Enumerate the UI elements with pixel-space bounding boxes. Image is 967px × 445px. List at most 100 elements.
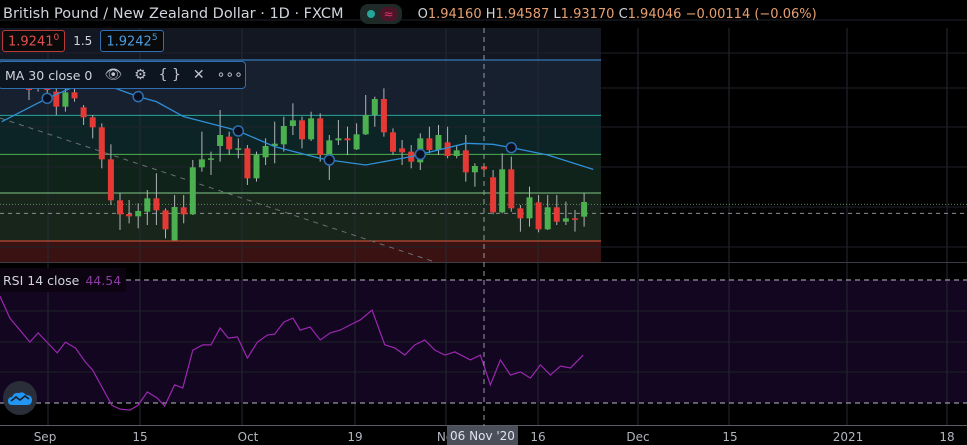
candle-up bbox=[362, 115, 369, 135]
candle-up bbox=[208, 158, 214, 160]
candle-down bbox=[117, 200, 123, 215]
candle-up bbox=[435, 135, 442, 150]
candle-down bbox=[71, 92, 78, 99]
rsi-line bbox=[0, 295, 584, 411]
crosshair-date-label: 06 Nov '20 bbox=[447, 426, 518, 445]
candle-down bbox=[517, 208, 524, 219]
ma-legend-label: MA 30 close 0 bbox=[5, 67, 93, 83]
chart-pane-background bbox=[0, 28, 601, 60]
ohlc-values: O1.94160 H1.94587 L1.93170 C1.94046 −0.0… bbox=[417, 6, 817, 22]
candle-up bbox=[453, 150, 460, 156]
time-label: Sep bbox=[33, 430, 57, 444]
candle-down bbox=[89, 117, 96, 128]
candle-down bbox=[508, 169, 515, 209]
market-open-dot-icon bbox=[366, 10, 375, 18]
ma-marker bbox=[323, 154, 336, 166]
candle-down bbox=[344, 138, 351, 141]
candle-down bbox=[226, 136, 233, 150]
ma-marker bbox=[414, 148, 427, 161]
low-value: 1.93170 bbox=[560, 6, 615, 22]
candle-up bbox=[135, 211, 142, 217]
candle-down bbox=[107, 159, 114, 201]
candle-up bbox=[144, 198, 151, 212]
candle-down bbox=[553, 207, 560, 222]
candle-up bbox=[371, 99, 378, 115]
candle-down bbox=[426, 138, 433, 150]
time-label: 19 bbox=[347, 430, 363, 444]
candle-up bbox=[326, 140, 333, 162]
candle-down bbox=[572, 218, 578, 220]
rsi-legend-value: 44.54 bbox=[85, 272, 122, 288]
rsi-legend-label: RSI 14 close bbox=[3, 272, 80, 288]
candle-up bbox=[198, 159, 205, 168]
candle-down bbox=[126, 214, 133, 217]
candle-down bbox=[53, 91, 60, 107]
ma-legend[interactable]: MA 30 close 0 👁 ⚙ { } ✕ ∘∘∘ bbox=[0, 61, 246, 89]
candle-down bbox=[390, 132, 396, 152]
candle-down bbox=[444, 142, 451, 156]
candle-up bbox=[499, 169, 506, 213]
candle-up bbox=[171, 207, 178, 241]
more-icon[interactable]: ∘∘∘ bbox=[216, 67, 243, 83]
candle-up bbox=[471, 166, 478, 173]
candle-up bbox=[189, 167, 196, 215]
candle-down bbox=[490, 177, 497, 213]
candle-down bbox=[244, 148, 251, 179]
ma-marker bbox=[232, 125, 245, 137]
symbol-title[interactable]: British Pound / New Zealand Dollar · 1D … bbox=[3, 6, 344, 22]
candle-up bbox=[280, 126, 287, 145]
candle-up bbox=[217, 135, 224, 146]
market-status[interactable]: ≈ bbox=[359, 4, 402, 24]
candle-up bbox=[271, 143, 278, 146]
candle-up bbox=[62, 92, 69, 107]
level-band bbox=[0, 241, 601, 262]
candle-up bbox=[253, 155, 260, 179]
gear-icon[interactable]: ⚙ bbox=[134, 67, 147, 83]
sell-button[interactable]: 1.92410 bbox=[2, 30, 66, 53]
candle-up bbox=[262, 146, 269, 158]
spread-value: 1.5 bbox=[73, 34, 93, 49]
candle-up bbox=[235, 148, 242, 150]
candle-up bbox=[353, 134, 360, 150]
tradingview-logo-icon[interactable] bbox=[3, 381, 37, 415]
candle-up bbox=[562, 218, 569, 222]
ma-marker bbox=[132, 90, 144, 103]
candle-down bbox=[535, 202, 542, 230]
ma-marker bbox=[41, 92, 53, 105]
open-value: 1.94160 bbox=[427, 6, 482, 22]
candle-down bbox=[317, 118, 324, 155]
candle-up bbox=[526, 197, 533, 219]
candle-up bbox=[335, 138, 342, 141]
close-icon[interactable]: ✕ bbox=[192, 67, 205, 83]
candle-down bbox=[399, 148, 406, 153]
buy-button[interactable]: 1.92425 bbox=[100, 30, 164, 53]
quote-panel: 1.92410 1.5 1.92425 bbox=[2, 30, 164, 53]
braces-icon[interactable]: { } bbox=[158, 67, 181, 83]
chart-header: British Pound / New Zealand Dollar · 1D … bbox=[0, 0, 817, 28]
candle-down bbox=[299, 120, 305, 140]
candle-down bbox=[462, 150, 469, 173]
time-label: 15 bbox=[722, 430, 738, 444]
candle-down bbox=[80, 107, 87, 118]
close-value: 1.94046 bbox=[627, 6, 682, 22]
candle-down bbox=[380, 99, 387, 133]
candle-up bbox=[308, 118, 315, 140]
ma-marker bbox=[505, 141, 518, 154]
time-label: 15 bbox=[132, 430, 148, 444]
candle-up bbox=[581, 202, 588, 217]
time-label: 18 bbox=[939, 430, 955, 444]
high-value: 1.94587 bbox=[495, 6, 550, 22]
rsi-legend[interactable]: RSI 14 close 44.54 bbox=[0, 268, 127, 292]
candle-down bbox=[162, 210, 169, 230]
time-label: Oct bbox=[237, 430, 259, 444]
time-label: Dec bbox=[626, 430, 650, 444]
trend-line bbox=[0, 117, 436, 263]
candle-down bbox=[180, 207, 187, 215]
candle-down bbox=[98, 127, 105, 160]
candle-up bbox=[544, 207, 551, 230]
time-label: 2021 bbox=[832, 430, 864, 444]
change-value: −0.00114 (−0.06%) bbox=[685, 6, 817, 22]
candle-up bbox=[289, 120, 296, 126]
eye-icon[interactable]: 👁 bbox=[104, 67, 123, 83]
